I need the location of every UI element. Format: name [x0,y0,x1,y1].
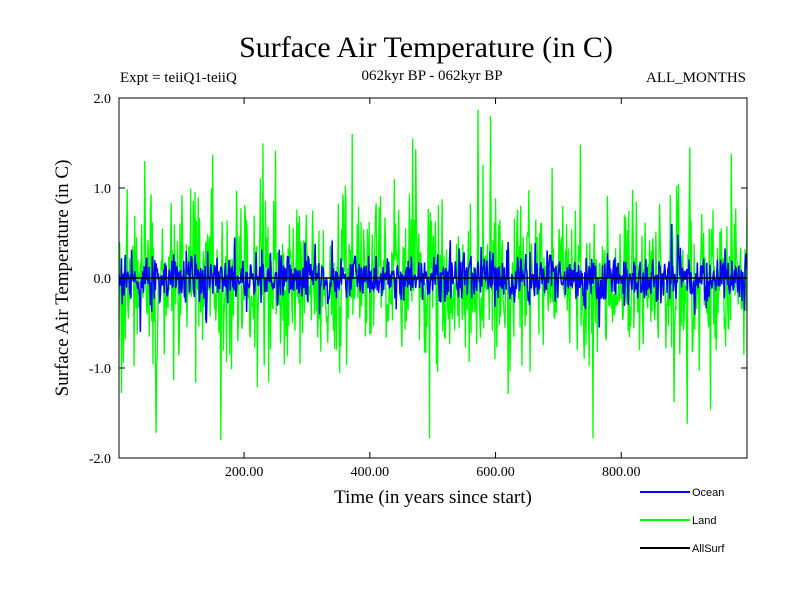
x-tick-label: 800.00 [602,465,641,480]
legend-label-ocean: Ocean [692,487,724,499]
months-label: ALL_MONTHS [646,70,746,86]
legend-label-land: Land [692,515,716,527]
y-tick-label: 0.0 [94,272,112,287]
x-axis-label: Time (in years since start) [334,487,532,508]
y-axis-label: Surface Air Temperature (in C) [52,160,73,397]
legend-label-allsurf: AllSurf [692,543,725,555]
y-tick-label: -2.0 [89,452,111,467]
chart-title: Surface Air Temperature (in C) [239,31,613,64]
chart-subtitle: 062kyr BP - 062kyr BP [361,68,502,84]
y-axis: -2.0 -1.0 0.0 1.0 2.0 [89,92,747,467]
y-tick-label: 1.0 [94,182,112,197]
series-line-ocean [119,223,747,333]
x-tick-label: 400.00 [351,465,390,480]
x-tick-label: 200.00 [225,465,264,480]
y-tick-label: -1.0 [89,362,111,377]
legend: Ocean Land AllSurf [640,487,725,555]
y-tick-label: 2.0 [94,92,112,107]
plot-area [118,97,748,459]
expt-label: Expt = teiiQ1-teiiQ [120,70,237,86]
x-tick-label: 600.00 [476,465,515,480]
x-axis: 200.00 400.00 600.00 800.00 [225,98,641,480]
